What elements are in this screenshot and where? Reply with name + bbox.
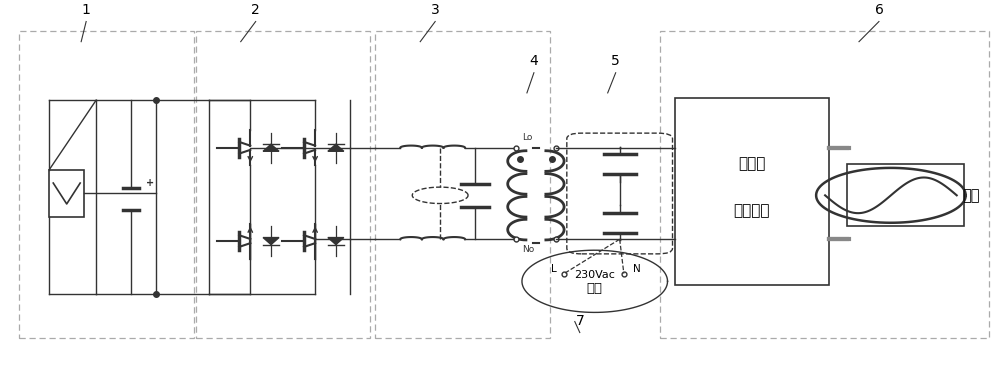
Bar xyxy=(660,31,989,338)
Text: N: N xyxy=(633,264,640,274)
Polygon shape xyxy=(263,238,279,244)
Polygon shape xyxy=(328,238,344,244)
Text: 7: 7 xyxy=(575,314,584,328)
Text: 230Vac: 230Vac xyxy=(574,270,615,280)
Text: 4: 4 xyxy=(530,55,538,68)
Polygon shape xyxy=(328,144,344,151)
Bar xyxy=(49,170,84,217)
Bar xyxy=(196,31,370,338)
Bar xyxy=(847,164,964,226)
Text: L: L xyxy=(551,264,557,274)
Text: 6: 6 xyxy=(875,3,883,17)
Bar xyxy=(19,31,194,338)
Text: 1: 1 xyxy=(82,3,91,17)
Text: +: + xyxy=(146,177,154,188)
Bar xyxy=(375,31,550,338)
Text: No: No xyxy=(522,245,534,254)
Text: 滤波电路: 滤波电路 xyxy=(734,203,770,218)
Text: 2: 2 xyxy=(251,3,260,17)
Text: 继电器: 继电器 xyxy=(738,156,765,171)
Text: 电网: 电网 xyxy=(962,188,979,203)
Text: 负载: 负载 xyxy=(587,282,603,295)
Text: Lo: Lo xyxy=(522,133,532,142)
Text: 5: 5 xyxy=(611,55,620,68)
Text: 3: 3 xyxy=(431,3,440,17)
Polygon shape xyxy=(263,144,279,151)
Bar xyxy=(675,99,829,285)
